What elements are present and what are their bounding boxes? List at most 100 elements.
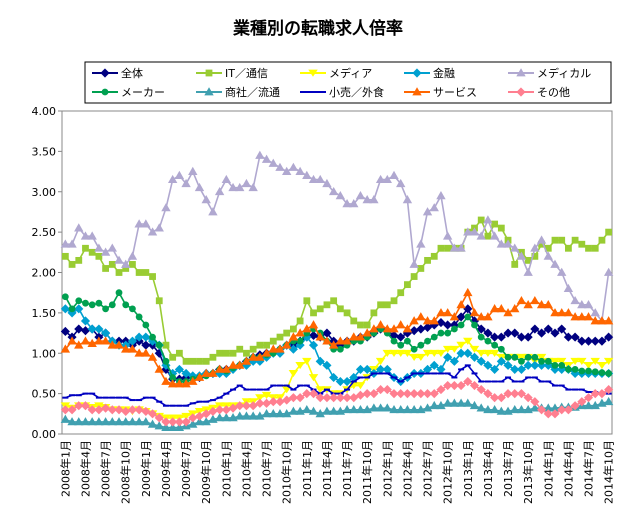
marker [275, 344, 285, 353]
marker [282, 409, 292, 418]
marker [256, 341, 264, 349]
marker [141, 417, 151, 426]
marker [369, 195, 379, 204]
marker [597, 389, 607, 399]
marker [591, 244, 599, 252]
marker [416, 312, 426, 321]
marker [181, 178, 191, 188]
marker [429, 360, 439, 370]
marker [362, 389, 372, 399]
x-tick-label: 2014年7月 [582, 440, 596, 497]
marker [410, 345, 418, 353]
marker [530, 397, 540, 407]
marker [603, 267, 614, 276]
marker [302, 170, 312, 180]
marker [422, 207, 433, 216]
marker [510, 404, 520, 414]
marker [402, 195, 413, 204]
marker [295, 393, 305, 403]
legend-label: サービス [433, 86, 477, 99]
marker [382, 174, 392, 184]
marker [275, 162, 285, 171]
marker [429, 400, 439, 410]
marker [342, 199, 352, 208]
marker [422, 389, 433, 399]
x-tick-label: 2014年4月 [561, 440, 575, 497]
marker [436, 400, 446, 410]
marker [315, 332, 325, 341]
marker [329, 372, 339, 383]
marker [390, 337, 398, 345]
marker [565, 365, 572, 373]
marker [603, 316, 614, 325]
marker [449, 243, 460, 252]
marker [603, 357, 614, 366]
marker [322, 406, 332, 415]
marker [563, 283, 574, 293]
marker [429, 349, 440, 357]
marker [449, 356, 459, 366]
marker [383, 301, 391, 309]
marker [436, 190, 446, 200]
marker [543, 251, 553, 260]
x-tick-label: 2013年1月 [461, 440, 475, 497]
marker [489, 349, 500, 357]
marker [268, 158, 278, 167]
marker [94, 336, 104, 345]
marker [60, 414, 71, 423]
marker [511, 261, 519, 268]
marker [389, 170, 399, 180]
marker [362, 364, 372, 374]
marker [477, 333, 485, 341]
legend-marker [516, 68, 526, 77]
marker [108, 261, 116, 268]
marker [322, 393, 332, 403]
marker [80, 401, 91, 411]
marker [208, 207, 218, 216]
marker [296, 337, 304, 345]
marker [442, 345, 453, 353]
y-tick-label: 4.00 [32, 105, 57, 118]
marker [444, 329, 452, 337]
marker [94, 324, 104, 334]
marker [201, 195, 211, 204]
marker [88, 248, 96, 256]
marker [483, 389, 493, 399]
marker [550, 409, 560, 419]
marker [536, 235, 547, 244]
marker [389, 324, 399, 333]
marker [476, 324, 486, 334]
marker [296, 317, 304, 325]
marker [154, 364, 164, 373]
marker [60, 405, 70, 415]
marker [107, 243, 117, 252]
marker [255, 352, 265, 361]
marker [322, 360, 332, 370]
marker [436, 317, 446, 328]
series [60, 376, 614, 427]
marker [194, 411, 205, 421]
marker [422, 403, 433, 412]
marker [503, 406, 513, 415]
marker [551, 361, 559, 369]
marker [74, 223, 84, 232]
marker [369, 389, 379, 399]
marker [328, 406, 339, 415]
marker [161, 376, 171, 385]
marker [583, 299, 594, 309]
marker [149, 273, 156, 280]
marker [248, 401, 258, 411]
marker [201, 368, 211, 377]
marker [558, 361, 566, 369]
marker [235, 401, 245, 411]
marker [397, 341, 405, 349]
marker [410, 273, 418, 280]
marker [583, 361, 594, 370]
marker [322, 336, 332, 345]
marker [308, 340, 319, 350]
marker [189, 357, 197, 365]
marker [443, 320, 453, 330]
marker [430, 252, 438, 260]
marker [370, 309, 378, 317]
marker [583, 336, 594, 346]
